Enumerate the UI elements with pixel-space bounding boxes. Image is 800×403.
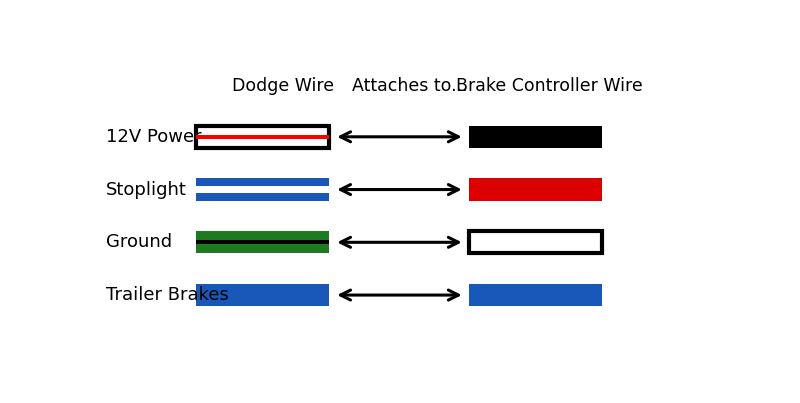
Bar [469,179,602,201]
Bar [196,240,330,244]
Text: Stoplight: Stoplight [106,181,187,199]
Bar [196,187,330,193]
Bar [196,126,330,148]
Bar [196,179,330,201]
Bar [196,284,330,306]
Text: Brake Controller Wire: Brake Controller Wire [456,77,643,95]
Bar [469,126,602,148]
Text: Ground: Ground [106,233,172,251]
Bar [469,284,602,306]
Bar [196,231,330,253]
Text: Dodge Wire: Dodge Wire [232,77,334,95]
Bar [469,231,602,253]
Text: Attaches to...: Attaches to... [352,77,468,95]
Text: Trailer Brakes: Trailer Brakes [106,286,229,304]
Text: 12V Power: 12V Power [106,128,202,146]
Bar [196,135,330,139]
